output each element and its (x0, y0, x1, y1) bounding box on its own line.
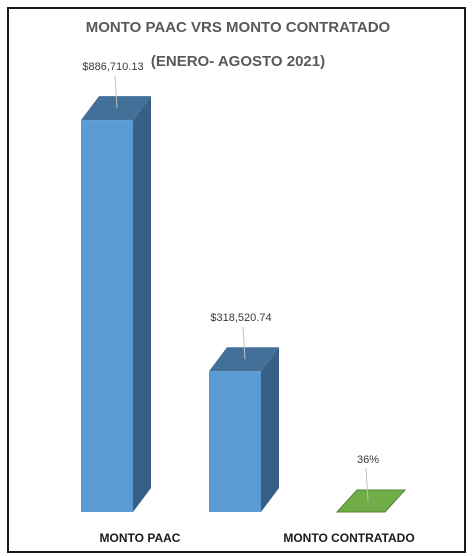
bar (81, 120, 133, 512)
bar-side-face (133, 96, 151, 512)
bar (209, 371, 261, 512)
bar-top-face (209, 347, 279, 372)
chart-title: MONTO PAAC VRS MONTO CONTRATADO (86, 19, 391, 36)
bar-side-face (261, 347, 279, 512)
data-label: 36% (357, 454, 379, 466)
data-label-leader (365, 467, 369, 502)
chart-subtitle: (ENERO- AGOSTO 2021) (151, 53, 325, 70)
data-label: $318,520.74 (210, 312, 271, 324)
category-label: MONTO PAAC (100, 531, 181, 545)
data-label-leader (242, 327, 246, 360)
bar-top-face (81, 96, 151, 121)
data-label: $886,710.13 (82, 61, 143, 73)
data-label-leader (114, 76, 118, 109)
percent-bar (335, 489, 407, 513)
category-label: MONTO CONTRATADO (283, 531, 414, 545)
